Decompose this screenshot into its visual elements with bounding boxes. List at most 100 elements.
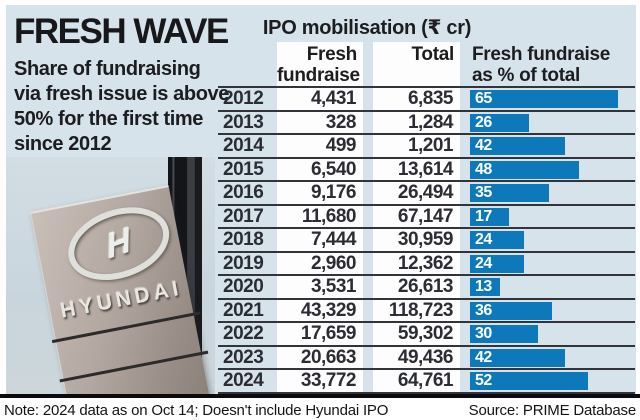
footnote: Note: 2024 data as on Oct 14; Doesn't in… [4, 402, 389, 419]
row-fresh: 20,663 [300, 346, 357, 368]
pct-bar: 35 [470, 184, 549, 202]
pct-bar-cell: 17 [470, 206, 635, 228]
pct-bar: 13 [470, 278, 500, 296]
pct-bar: 52 [470, 372, 588, 390]
pct-bar-cell: 24 [470, 253, 635, 275]
row-total: 67,147 [397, 205, 454, 227]
fresh-column-strip [277, 42, 363, 392]
pct-bar-cell: 42 [470, 135, 635, 157]
table-group-header: IPO mobilisation (₹ cr) [262, 17, 472, 39]
pct-value: 42 [475, 137, 492, 154]
pct-value: 24 [475, 254, 492, 272]
pct-bar: 48 [470, 160, 579, 179]
row-total: 12,362 [397, 252, 454, 274]
row-year: 2013 [223, 111, 264, 133]
pct-value: 35 [475, 184, 492, 201]
pct-bar: 24 [470, 254, 524, 273]
pct-bar: 30 [470, 325, 538, 343]
pct-value: 42 [475, 348, 492, 366]
subtitle: Share of fundraising via fresh issue is … [14, 58, 229, 155]
bottom-rule [0, 394, 640, 398]
hyundai-logo-icon: H [58, 194, 179, 293]
row-year: 2023 [223, 346, 264, 368]
total-column-strip [373, 42, 460, 392]
row-fresh: 328 [325, 111, 357, 133]
pct-bar-cell: 65 [470, 88, 635, 110]
row-year: 2016 [223, 182, 264, 203]
pct-bar: 26 [470, 113, 529, 132]
pct-bar-cell: 42 [470, 347, 635, 369]
pct-column-header: Fresh fundraise as % of total [472, 44, 611, 86]
pct-bar-cell: 52 [470, 370, 635, 392]
row-fresh: 7,444 [310, 229, 357, 250]
pct-value: 26 [475, 113, 492, 131]
row-year: 2015 [223, 158, 264, 180]
pct-value: 17 [475, 207, 492, 225]
row-fresh: 499 [325, 135, 357, 156]
row-total: 59,302 [397, 323, 454, 344]
table-row: 2019 2,960 12,362 24 [218, 252, 635, 276]
table-row: 2017 11,680 67,147 17 [218, 205, 635, 229]
pct-bar-cell: 35 [470, 182, 635, 204]
pct-value: 36 [475, 301, 492, 319]
pct-bar-cell: 13 [470, 276, 635, 298]
row-year: 2017 [223, 205, 264, 227]
table-row: 2014 499 1,201 42 [218, 135, 635, 159]
pct-bar: 42 [470, 348, 565, 367]
pct-value: 13 [475, 278, 492, 295]
row-fresh: 9,176 [310, 182, 357, 203]
pct-value: 52 [475, 372, 492, 389]
pct-value: 65 [475, 90, 492, 107]
pct-bar: 24 [470, 231, 524, 249]
panel-background: FRESH WAVE Share of fundraising via fres… [6, 5, 636, 394]
pct-bar-cell: 36 [470, 300, 635, 322]
row-total: 1,201 [407, 135, 454, 156]
table-row: 2015 6,540 13,614 48 [218, 158, 635, 182]
table-row: 2016 9,176 26,494 35 [218, 182, 635, 206]
table-row: 2018 7,444 30,959 24 [218, 229, 635, 253]
pct-value: 30 [475, 325, 492, 342]
hyundai-logo-letter: H [106, 218, 131, 268]
row-total: 64,761 [397, 370, 454, 391]
page-title: FRESH WAVE [14, 12, 229, 51]
row-fresh: 3,531 [310, 276, 357, 297]
pct-bar: 17 [470, 207, 509, 226]
hyundai-sign-photo: H HYUNDAI [6, 157, 215, 394]
pct-bar-cell: 24 [470, 229, 635, 251]
row-year: 2020 [223, 276, 264, 297]
row-fresh: 43,329 [300, 299, 357, 321]
row-total: 118,723 [388, 299, 454, 321]
row-year: 2014 [223, 135, 264, 156]
pct-bar-cell: 48 [470, 159, 635, 181]
row-year: 2019 [223, 252, 264, 274]
hyundai-brand-text: HYUNDAI [58, 276, 185, 323]
row-year: 2018 [223, 229, 264, 250]
total-column-header: Total [411, 44, 455, 65]
row-total: 6,835 [407, 88, 454, 109]
row-fresh: 6,540 [310, 158, 357, 180]
row-fresh: 33,772 [300, 370, 357, 391]
pct-bar: 36 [470, 301, 552, 320]
row-total: 30,959 [397, 229, 454, 250]
table-row: 2020 3,531 26,613 13 [218, 276, 635, 300]
row-total: 26,613 [397, 276, 454, 297]
source-credit: Source: PRIME Database [468, 402, 637, 419]
table-row: 2013 328 1,284 26 [218, 111, 635, 135]
pct-bar-cell: 26 [470, 112, 635, 134]
pct-bar: 42 [470, 137, 565, 155]
row-total: 1,284 [407, 111, 454, 133]
table-row: 2024 33,772 64,761 52 [218, 370, 635, 394]
row-year: 2024 [223, 370, 264, 391]
row-year: 2021 [223, 299, 264, 321]
row-total: 13,614 [397, 158, 454, 180]
table-rows: 2012 4,431 6,835 65 2013 328 1,284 26 20… [218, 86, 635, 394]
table-row: 2021 43,329 118,723 36 [218, 299, 635, 323]
row-fresh: 11,680 [301, 205, 357, 227]
row-total: 49,436 [397, 346, 454, 368]
pct-value: 24 [475, 231, 492, 248]
row-total: 26,494 [397, 182, 454, 203]
row-fresh: 17,659 [300, 323, 357, 344]
pct-bar-cell: 30 [470, 323, 635, 345]
row-year: 2012 [223, 88, 264, 109]
